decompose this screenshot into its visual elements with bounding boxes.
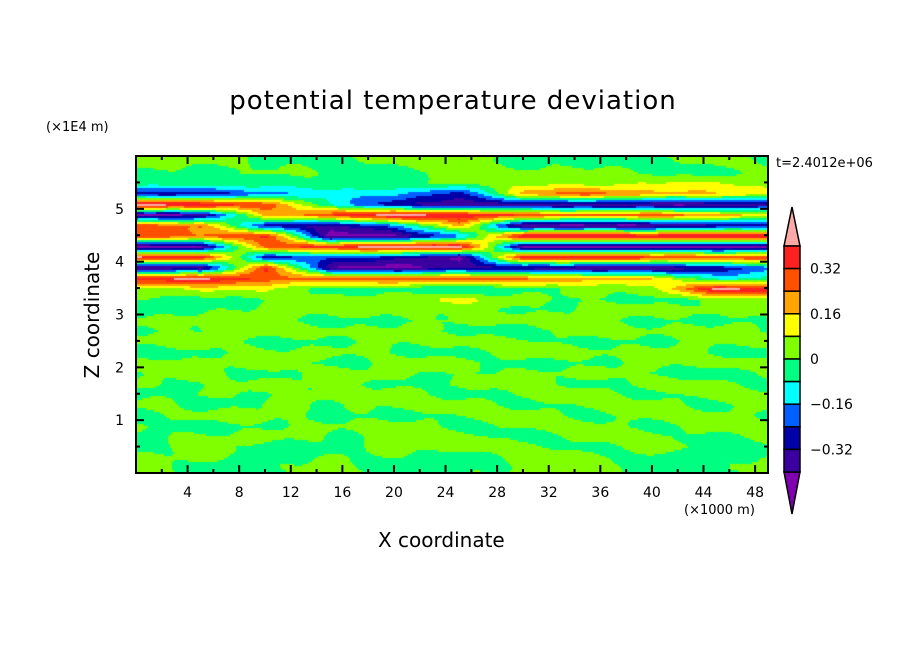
plot-frame (135, 155, 769, 474)
contour-field (136, 156, 768, 473)
colorbar-extend-min (783, 471, 801, 515)
colorbar-box (783, 380, 801, 405)
y-tick-label: 1 (115, 413, 124, 429)
x-tick-label: 24 (437, 485, 455, 501)
y-tick-label: 3 (115, 308, 124, 324)
x-tick-label: 28 (488, 485, 506, 501)
x-tick-label: 4 (183, 485, 192, 501)
colorbar-box (783, 245, 801, 270)
colorbar-extend-max (783, 206, 801, 247)
colorbar-tick-label: 0.32 (810, 262, 841, 278)
colorbar-tick-label: −0.32 (810, 442, 853, 458)
y-tick-label: 4 (115, 255, 124, 271)
y-unit-label: (×1E4 m) (46, 120, 109, 135)
x-unit-label: (×1000 m) (684, 503, 755, 518)
colorbar-box (783, 290, 801, 315)
colorbar-box (783, 313, 801, 338)
colorbar-box (783, 426, 801, 451)
colorbar-box (783, 267, 801, 292)
x-tick-label: 12 (282, 485, 300, 501)
colorbar-tick-label: 0.16 (810, 307, 841, 323)
x-tick-label: 20 (385, 485, 403, 501)
x-tick-label: 32 (540, 485, 558, 501)
x-tick-label: 36 (591, 485, 609, 501)
y-tick-label: 5 (115, 202, 124, 218)
colorbar-box (783, 358, 801, 383)
colorbar-box (783, 335, 801, 360)
x-tick-label: 16 (333, 485, 351, 501)
y-tick-label: 2 (115, 360, 124, 376)
colorbar-box (783, 403, 801, 428)
colorbar-box (783, 448, 801, 473)
chart-title: potential temperature deviation (229, 86, 677, 116)
x-tick-label: 44 (695, 485, 713, 501)
colorbar-tick-label: −0.16 (810, 397, 853, 413)
x-tick-label: 40 (643, 485, 661, 501)
x-tick-label: 8 (235, 485, 244, 501)
time-annotation: t=2.4012e+06 (776, 156, 873, 171)
x-axis-label: X coordinate (378, 528, 505, 552)
colorbar-tick-label: 0 (810, 352, 819, 368)
x-tick-label: 48 (746, 485, 764, 501)
